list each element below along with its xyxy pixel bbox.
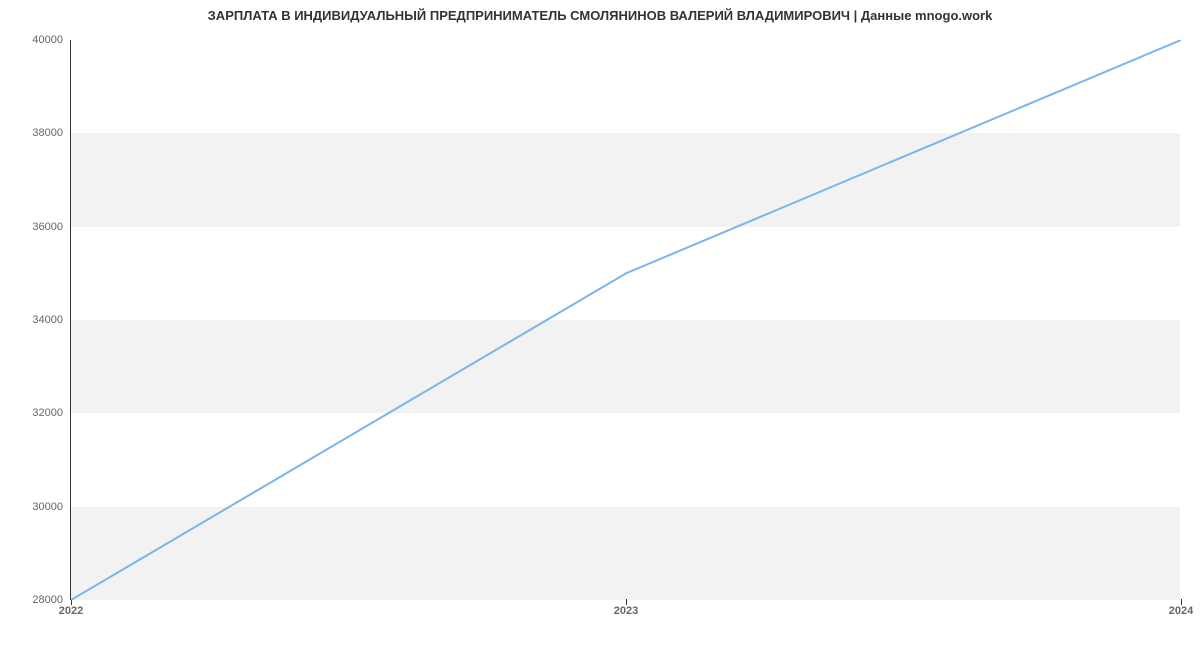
y-tick-label: 36000 xyxy=(32,221,71,233)
y-tick-label: 40000 xyxy=(32,34,71,46)
x-tick-label: 2022 xyxy=(59,599,83,617)
y-tick-label: 32000 xyxy=(32,407,71,419)
plot-area: 2800030000320003400036000380004000020222… xyxy=(70,40,1180,600)
x-tick-label: 2024 xyxy=(1169,599,1193,617)
series-line xyxy=(71,40,1181,600)
y-tick-label: 38000 xyxy=(32,127,71,139)
y-tick-label: 34000 xyxy=(32,314,71,326)
salary-line-chart: ЗАРПЛАТА В ИНДИВИДУАЛЬНЫЙ ПРЕДПРИНИМАТЕЛ… xyxy=(0,0,1200,650)
x-tick-label: 2023 xyxy=(614,599,638,617)
chart-title: ЗАРПЛАТА В ИНДИВИДУАЛЬНЫЙ ПРЕДПРИНИМАТЕЛ… xyxy=(0,8,1200,23)
y-tick-label: 30000 xyxy=(32,501,71,513)
